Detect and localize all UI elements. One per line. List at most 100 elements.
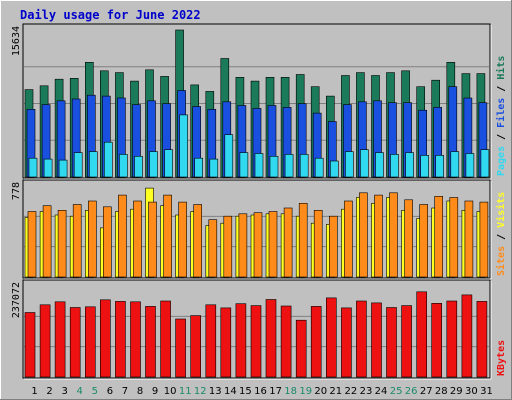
bar-pages-day-3 (58, 159, 68, 178)
x-label-day-14: 14 (224, 386, 237, 397)
bar-sites-day-17 (268, 211, 278, 278)
bar-sites-day-6 (103, 206, 112, 278)
x-label-day-16: 16 (254, 386, 267, 397)
bar-sites-day-28 (434, 196, 444, 278)
bar-pages-day-4 (73, 152, 83, 178)
x-label-day-8: 8 (137, 386, 143, 397)
x-label-day-10: 10 (164, 386, 177, 397)
bar-sites-day-8 (133, 200, 142, 278)
legend-item-sites: Sites (495, 246, 507, 276)
bar-sites-day-13 (208, 219, 218, 278)
bar-kbytes-day-26 (401, 305, 412, 378)
bar-sites-day-1 (27, 211, 37, 278)
bar-sites-day-30 (464, 200, 474, 278)
x-label-day-31: 31 (480, 386, 493, 397)
bar-kbytes-day-1 (24, 312, 36, 378)
bar-kbytes-day-23 (356, 300, 367, 378)
bar-kbytes-day-21 (325, 297, 337, 378)
bar-pages-day-18 (284, 154, 294, 178)
bar-pages-day-12 (194, 157, 203, 178)
panel-visits-sites: 778 Sites / Visits (11, 179, 507, 280)
bar-kbytes-day-22 (341, 307, 352, 378)
bar-pages-day-9 (149, 151, 158, 178)
bar-sites-day-25 (389, 192, 398, 278)
bar-pages-day-8 (134, 156, 143, 178)
bar-kbytes-day-18 (280, 305, 292, 378)
bar-pages-day-17 (269, 156, 279, 178)
bar-kbytes-day-25 (386, 307, 397, 378)
x-label-day-11: 11 (179, 386, 192, 397)
x-label-day-20: 20 (314, 386, 327, 397)
x-label-day-24: 24 (375, 386, 388, 397)
bar-sites-day-19 (298, 203, 308, 278)
bar-sites-day-20 (313, 210, 323, 278)
bar-kbytes-day-7 (115, 301, 126, 378)
bar-kbytes-day-24 (371, 302, 382, 378)
x-label-day-27: 27 (420, 386, 433, 397)
x-label-day-22: 22 (345, 386, 358, 397)
bar-pages-day-29 (450, 151, 460, 178)
bar-pages-day-6 (104, 141, 113, 178)
bar-pages-day-2 (43, 158, 53, 178)
bar-kbytes-day-10 (160, 300, 171, 378)
legend-hits-files-pages: Pages / Files / Hits (495, 56, 507, 176)
bar-kbytes-day-13 (205, 304, 217, 378)
bar-kbytes-day-28 (431, 302, 443, 378)
y-max-label: 15634 (11, 26, 22, 56)
bar-kbytes-day-11 (175, 318, 186, 378)
bar-pages-day-30 (465, 153, 475, 178)
x-label-day-6: 6 (107, 386, 113, 397)
legend-item-files: Files (495, 98, 507, 128)
bar-pages-day-11 (179, 114, 188, 178)
bar-sites-day-24 (374, 194, 383, 278)
bar-pages-day-16 (254, 153, 264, 178)
bar-pages-day-21 (329, 160, 339, 178)
bar-sites-day-29 (449, 197, 459, 278)
bar-sites-day-12 (193, 204, 202, 278)
bar-kbytes-day-30 (461, 294, 473, 378)
x-label-day-25: 25 (390, 386, 403, 397)
x-axis-labels: 1 2 3 4 5 6 7 8 9 10 11 12 13 14 15 16 17 18 19 20 21 22 23 24 2… (31, 386, 493, 397)
legend-kbytes: KBytes (496, 340, 507, 376)
bar-kbytes-day-12 (190, 315, 201, 378)
bar-sites-day-18 (283, 207, 293, 278)
x-label-day-1: 1 (31, 386, 37, 397)
bar-kbytes-day-17 (265, 299, 277, 378)
bar-sites-day-31 (479, 201, 489, 278)
x-label-day-21: 21 (329, 386, 342, 397)
bar-sites-day-23 (359, 192, 368, 278)
bar-kbytes-day-29 (446, 300, 458, 378)
x-label-day-18: 18 (284, 386, 297, 397)
bar-pages-day-14 (224, 134, 234, 178)
bar-kbytes-day-4 (69, 307, 81, 378)
bar-pages-day-26 (405, 152, 414, 178)
bar-kbytes-day-6 (100, 299, 111, 378)
bar-pages-day-22 (345, 151, 354, 178)
bar-pages-day-1 (28, 157, 38, 178)
bar-sites-day-9 (148, 201, 157, 278)
x-label-day-19: 19 (299, 386, 312, 397)
y-max-label: 237072 (11, 282, 22, 318)
bar-sites-day-5 (88, 200, 97, 278)
bar-kbytes-day-2 (39, 304, 51, 378)
x-label-day-28: 28 (435, 386, 448, 397)
bar-sites-day-3 (57, 210, 67, 278)
x-label-day-17: 17 (269, 386, 282, 397)
x-label-day-2: 2 (46, 386, 52, 397)
x-label-day-26: 26 (405, 386, 418, 397)
bar-pages-day-13 (209, 158, 219, 178)
x-label-day-9: 9 (152, 386, 158, 397)
legend-item-visits: Visits (495, 192, 507, 228)
bar-sites-day-21 (328, 215, 338, 278)
bar-pages-day-28 (435, 155, 445, 178)
x-label-day-12: 12 (194, 386, 207, 397)
bar-kbytes-day-19 (295, 319, 307, 378)
bar-pages-day-25 (390, 154, 399, 178)
bar-sites-day-22 (344, 200, 353, 278)
bar-sites-day-15 (238, 213, 248, 278)
legend-item-pages: Pages (496, 146, 507, 176)
chart-title: Daily usage for June 2022 (20, 8, 201, 22)
bar-sites-day-14 (223, 215, 233, 278)
x-label-day-3: 3 (62, 386, 68, 397)
bar-kbytes-day-20 (310, 306, 322, 378)
